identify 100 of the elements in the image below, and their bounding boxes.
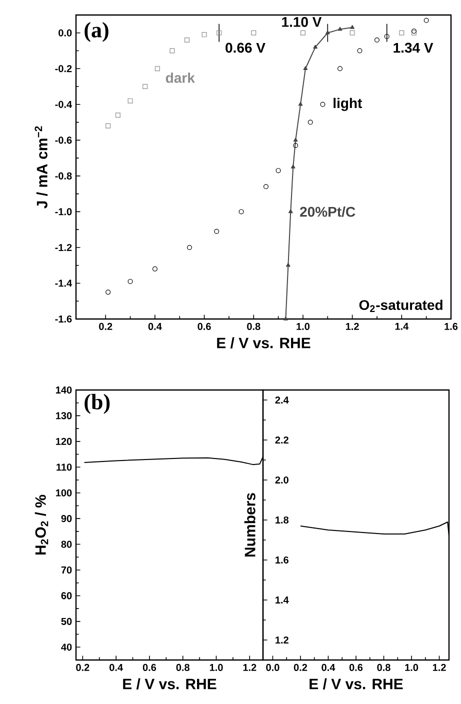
point [384,34,390,39]
x-axis-title: E / V vs. RHE [310,678,403,690]
point [214,228,220,234]
y-tick-label: 80 [61,540,72,548]
y-tick-label: 50 [61,618,72,625]
point [350,30,355,36]
point [320,102,326,107]
point [184,38,190,43]
annotation: (a) [84,22,108,42]
point [106,290,111,295]
y-tick-label: 90 [61,515,72,522]
point [186,244,192,250]
y-tick-label: -1.0 [55,208,72,216]
y-tick-label: 0.0 [58,29,72,36]
annotation: (b) [84,394,110,414]
x-tick-label: 0.6 [142,664,156,672]
point [276,168,281,174]
point [251,30,256,36]
point [303,66,308,70]
series-label: 20%Pt/C [300,206,356,217]
point [202,32,207,38]
point [286,262,290,267]
point [337,66,342,72]
y-tick-label: 1.2 [276,636,288,644]
point [216,30,222,36]
point [142,84,148,90]
y-tick-label: -0.8 [55,172,72,180]
x-tick-label: 1.0 [296,322,310,330]
point [325,30,330,34]
x-tick-label: 0.8 [377,664,390,672]
annotation: 1.34 V [394,42,434,53]
y-axis-title: H$_{2}$O$_{2}$ / % [34,494,48,555]
point [128,98,133,104]
point [263,184,268,190]
point [170,48,175,54]
y-tick-label: 1.6 [276,556,288,564]
x-tick-label: 1.0 [210,664,223,672]
point [238,209,244,214]
point [293,143,298,148]
x-axis-title: E / V vs. RHE [217,337,310,348]
y-tick-label: 40 [61,644,72,651]
point [288,209,293,214]
point [298,102,303,106]
x-tick-label: 1.2 [432,664,446,671]
x-tick-label: 1.2 [243,664,256,671]
y-tick-label: -0.2 [55,65,72,72]
point [374,38,380,43]
x-tick-label: 1.0 [405,664,418,672]
point [115,112,120,118]
series-label: dark [166,72,195,83]
point [313,44,318,49]
point [284,316,288,320]
y-axis-title: J / mA cm$^{−2}$ [34,126,48,208]
point [300,30,306,36]
x-tick-label: 1.4 [395,322,409,330]
annotation: 1.10 V [282,17,322,27]
x-tick-label: 0.0 [266,664,280,672]
y-tick-label: -0.6 [55,136,72,144]
y-tick-label: -1.4 [55,280,72,287]
x-tick-label: 0.2 [294,664,308,672]
point [357,48,362,54]
annotation: O$_{2}$-saturated [359,300,442,312]
y-tick-label: 60 [61,592,72,600]
annotation: 0.66 V [226,42,266,53]
y-tick-label: 2.0 [275,476,288,484]
y-tick-label: 100 [56,489,72,496]
x-tick-label: 0.6 [349,664,363,672]
x-tick-label: 0.2 [99,322,112,330]
series-label: light [334,98,362,111]
y-tick-label: 2.2 [275,436,288,444]
point [128,278,133,284]
point [424,18,429,23]
point [152,266,158,272]
y-tick-label: 110 [56,464,72,471]
y-tick-label: 70 [61,566,72,574]
y-axis-title: Numbers [244,493,256,556]
x-tick-label: 0.4 [322,664,336,672]
x-tick-label: 0.4 [148,322,162,330]
x-tick-label: 0.8 [247,322,260,330]
y-tick-label: 1.8 [276,516,289,524]
point [293,138,298,142]
x-tick-label: 1.6 [444,322,458,330]
x-tick-label: 0.6 [198,322,211,330]
x-tick-label: 0.8 [176,664,190,672]
y-tick-label: 120 [56,438,72,445]
point [308,120,313,125]
y-tick-label: -0.4 [55,100,72,108]
x-tick-label: 1.2 [346,322,359,330]
point [350,25,355,29]
y-tick-label: 1.4 [276,596,289,604]
point [290,164,296,168]
point [399,30,404,36]
point [154,66,160,72]
x-tick-label: 0.2 [76,664,90,672]
y-tick-label: -1.6 [55,315,72,323]
x-axis-title: E / V vs. RHE [123,678,216,690]
x-tick-label: 0.4 [110,664,123,672]
y-tick-label: 2.4 [275,396,289,404]
y-tick-label: 140 [56,386,72,394]
y-tick-label: 130 [56,412,72,420]
